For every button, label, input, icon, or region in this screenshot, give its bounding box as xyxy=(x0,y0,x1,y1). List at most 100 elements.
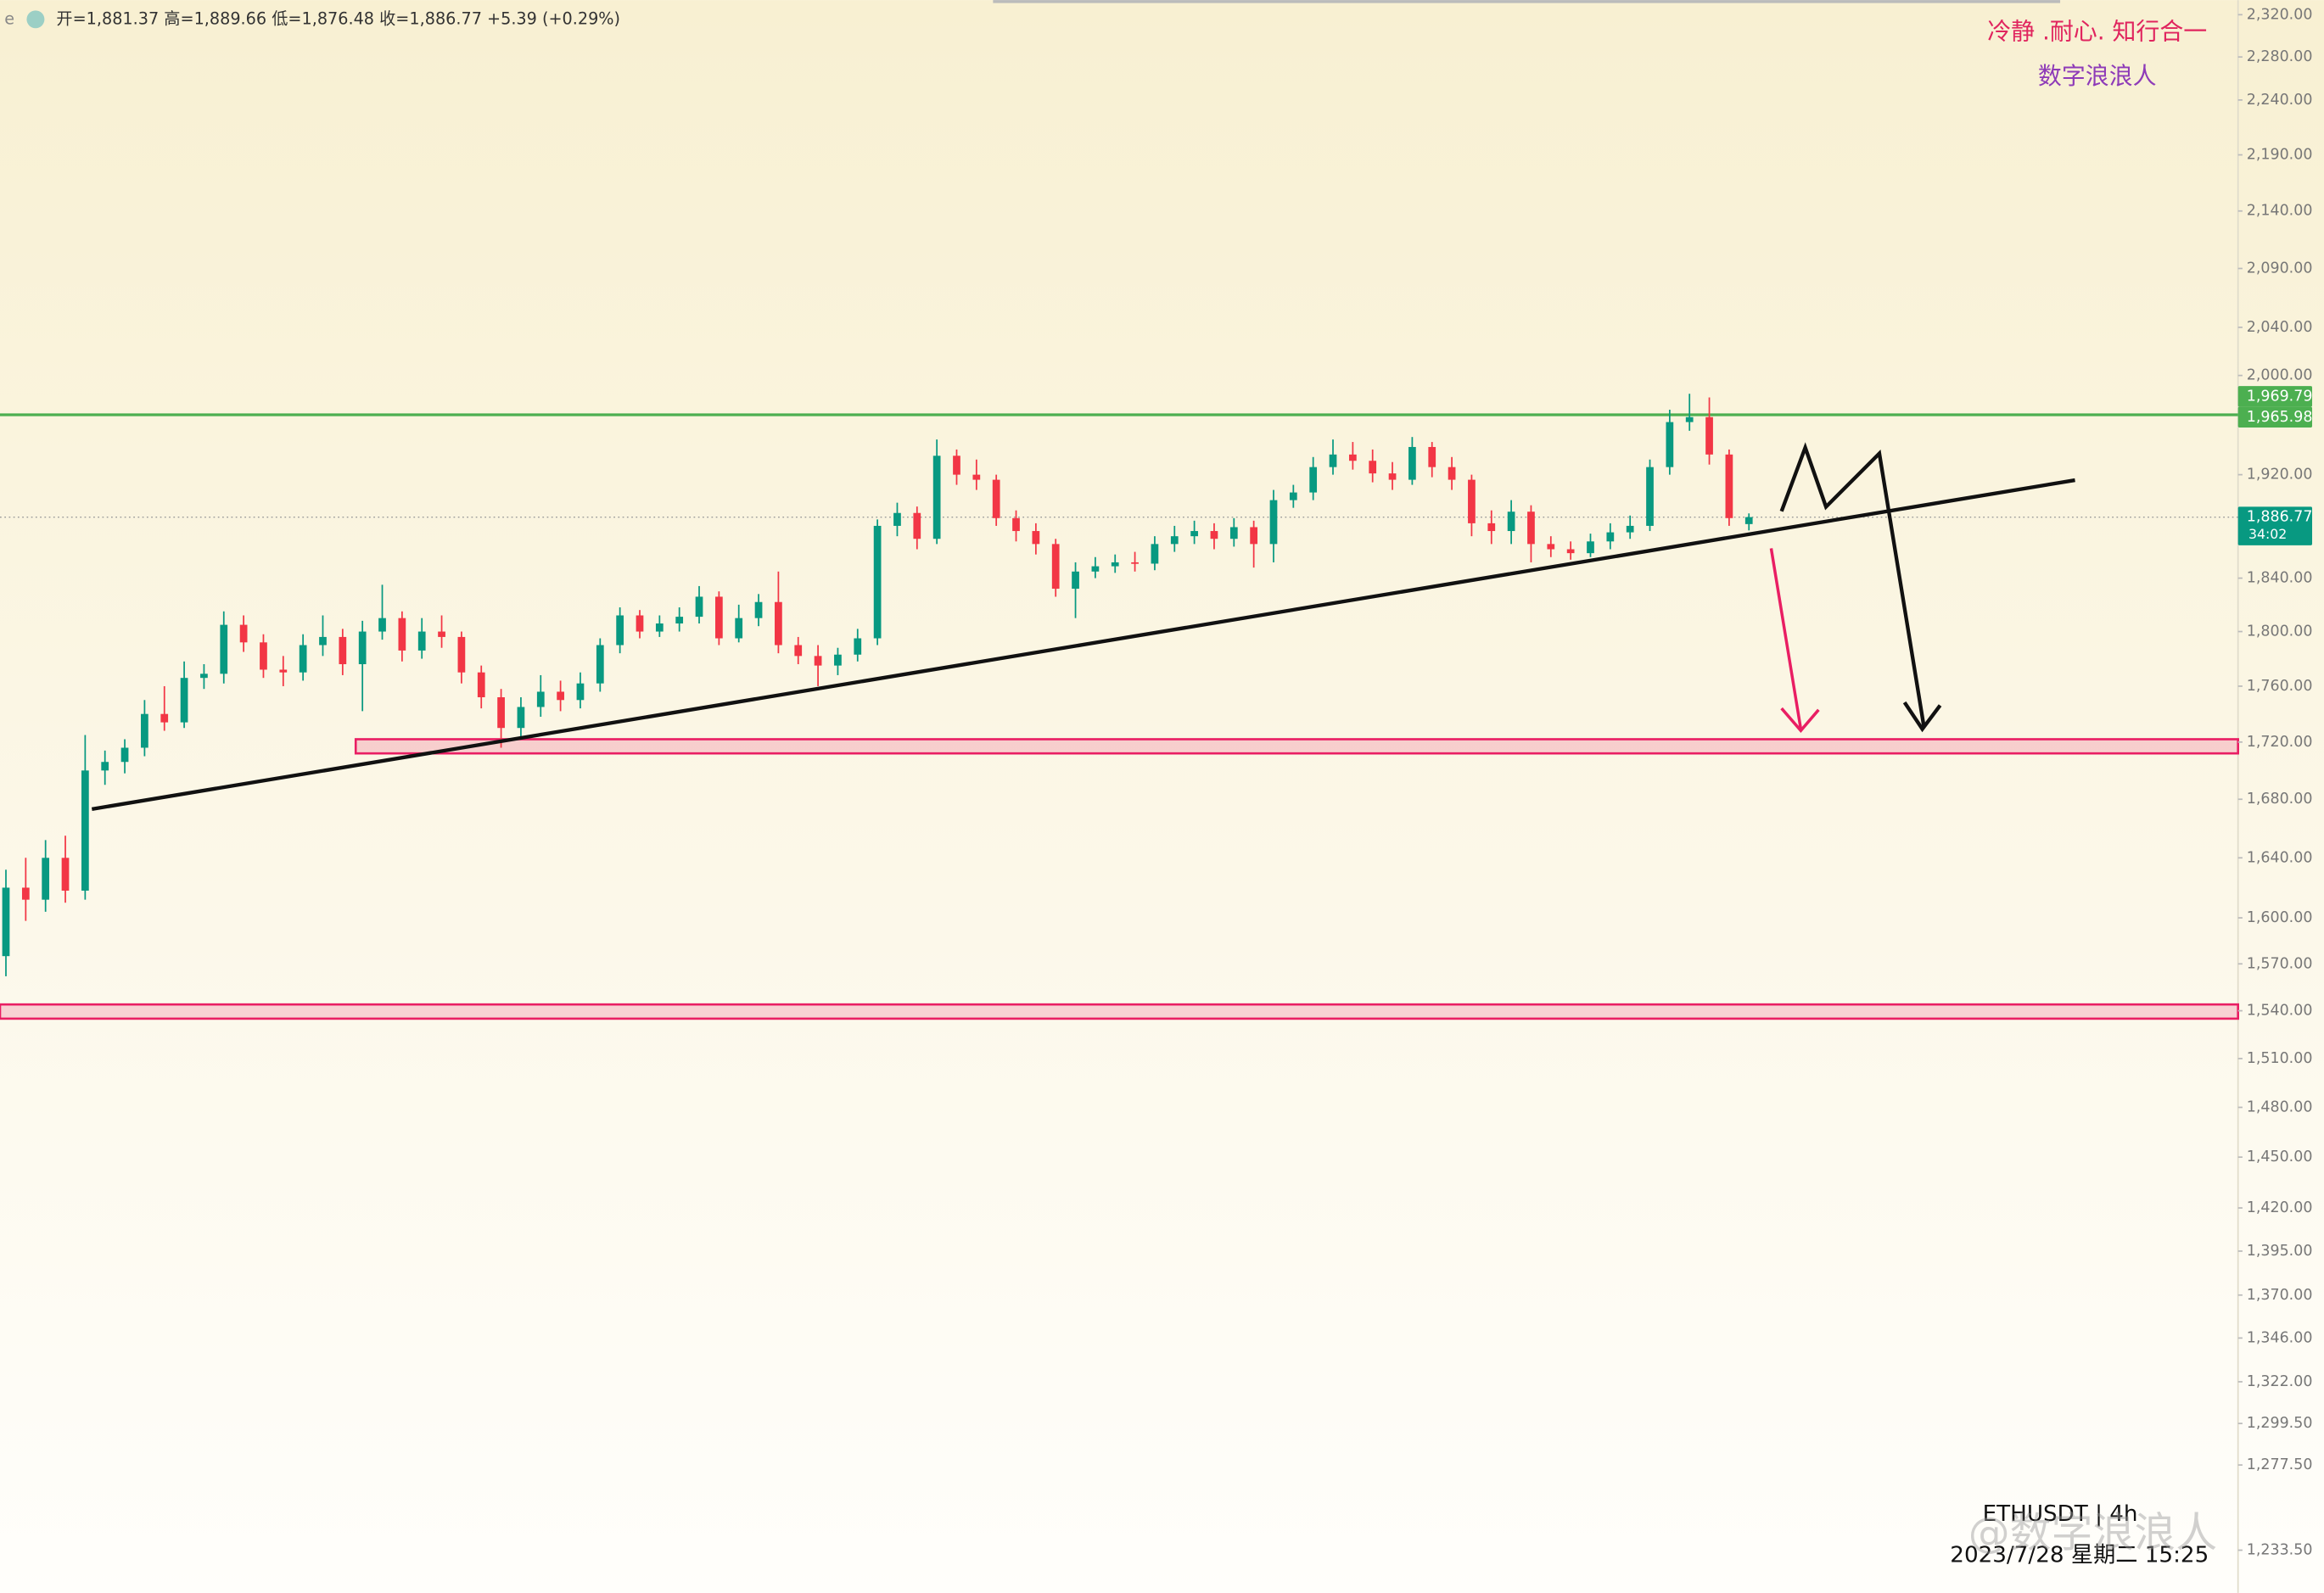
candle-body xyxy=(2,887,10,957)
y-tick-label: 1,420.00 xyxy=(2247,1199,2313,1216)
y-tick-label: 1,277.50 xyxy=(2247,1456,2313,1473)
price-tag-label: 1,886.77 xyxy=(2247,509,2313,526)
candle-body xyxy=(576,683,585,701)
candle-body xyxy=(239,624,248,643)
price-tag xyxy=(2237,386,2313,407)
y-tick-label: 1,510.00 xyxy=(2247,1050,2313,1067)
y-tick-label: 1,600.00 xyxy=(2247,909,2313,926)
symbol-fragment: e xyxy=(4,8,14,28)
candle-body xyxy=(1289,492,1297,500)
candle-body xyxy=(319,636,327,646)
candle-body xyxy=(1547,544,1555,550)
candle-body xyxy=(794,645,803,657)
candle-body xyxy=(1051,544,1060,590)
y-tick-label: 2,040.00 xyxy=(2247,319,2313,336)
candle-body xyxy=(735,618,743,639)
candle-body xyxy=(1072,571,1079,590)
annotation: 冷静 .耐心. 知行合一 xyxy=(1987,18,2207,46)
candle-body xyxy=(655,623,664,632)
candle-body xyxy=(339,636,347,665)
y-tick-label: 1,640.00 xyxy=(2247,849,2313,866)
m-path xyxy=(1779,442,1926,727)
price-tag-label: 1,965.98 xyxy=(2247,409,2313,426)
y-tick-label: 1,760.00 xyxy=(2247,678,2313,695)
candle-body xyxy=(81,770,89,892)
price-tag xyxy=(2237,406,2313,428)
zone xyxy=(0,1003,2239,1020)
candle-body xyxy=(1329,454,1337,467)
candle-body xyxy=(1468,479,1476,523)
candle-body xyxy=(1032,531,1040,545)
candle-body xyxy=(299,645,307,673)
candle-body xyxy=(497,696,505,729)
candle-body xyxy=(279,669,288,673)
candle-body xyxy=(1587,541,1594,554)
y-tick-label: 1,680.00 xyxy=(2247,791,2313,808)
candle-body xyxy=(854,638,862,655)
candle-body xyxy=(61,858,70,892)
candle-body xyxy=(398,618,406,651)
candle-body xyxy=(893,512,901,526)
candle-body xyxy=(517,707,525,729)
y-tick-label: 1,346.00 xyxy=(2247,1329,2313,1346)
candle-body xyxy=(1646,467,1654,526)
countdown: 34:02 xyxy=(2248,526,2287,542)
y-tick-label: 1,800.00 xyxy=(2247,623,2313,640)
zone xyxy=(354,738,2239,755)
y-tick-label: 1,395.00 xyxy=(2247,1243,2313,1260)
y-tick-label: 1,370.00 xyxy=(2247,1287,2313,1304)
candle-body xyxy=(358,631,367,665)
arrow-head xyxy=(1780,707,1820,733)
candle-body xyxy=(1369,461,1377,474)
y-tick-label: 2,240.00 xyxy=(2247,92,2313,109)
ohlc-header: 开=1,881.37 高=1,889.66 低=1,876.48 收=1,886… xyxy=(56,8,620,28)
candle-body xyxy=(536,691,545,707)
candle-body xyxy=(200,674,208,679)
candle-body xyxy=(1507,511,1515,532)
candle-body xyxy=(260,642,267,670)
top-bar xyxy=(993,0,2061,3)
arrow-head xyxy=(1902,701,1942,733)
candle-body xyxy=(1725,454,1733,518)
plot xyxy=(0,394,2239,1020)
candle-body xyxy=(1606,532,1615,542)
candle-body xyxy=(754,601,763,618)
symbol: ETHUSDT | 4h xyxy=(1983,1501,2138,1527)
y-tick-label: 1,920.00 xyxy=(2247,467,2313,483)
candle-body xyxy=(1348,454,1357,461)
status-dot xyxy=(26,10,45,29)
candle-body xyxy=(1091,566,1100,572)
y-tick-label: 1,480.00 xyxy=(2247,1098,2313,1115)
candle-body xyxy=(1705,416,1713,455)
candle-body xyxy=(1190,531,1198,537)
y-tick-label: 1,450.00 xyxy=(2247,1149,2313,1165)
y-tick-label: 1,840.00 xyxy=(2247,570,2313,587)
candle-body xyxy=(1131,562,1139,564)
y-tick-label: 1,570.00 xyxy=(2247,955,2313,972)
candle-body xyxy=(695,596,703,618)
candle-body xyxy=(21,887,30,900)
candle-body xyxy=(913,512,921,539)
candle-body xyxy=(1309,467,1318,493)
candle-body xyxy=(438,631,445,637)
y-tick-label: 1,720.00 xyxy=(2247,734,2313,751)
candle-body xyxy=(1210,531,1218,539)
annotation: 数字浪浪人 xyxy=(2038,62,2157,90)
candle-body xyxy=(1626,525,1634,533)
candle-body xyxy=(417,631,426,651)
candle-body xyxy=(120,747,129,763)
candle-body xyxy=(220,624,228,674)
candle-body xyxy=(675,617,684,624)
candle-body xyxy=(636,615,644,632)
candle-body xyxy=(1229,527,1238,539)
candle-body xyxy=(1012,517,1020,532)
candle-body xyxy=(1666,422,1674,467)
price-tag-label: 1,969.79 xyxy=(2247,388,2313,405)
candle-body xyxy=(596,645,604,684)
datetime: 2023/7/28 星期二 15:25 xyxy=(1950,1543,2209,1568)
candle-body xyxy=(141,713,148,748)
candle-body xyxy=(1685,416,1694,422)
candle-body xyxy=(616,615,624,646)
